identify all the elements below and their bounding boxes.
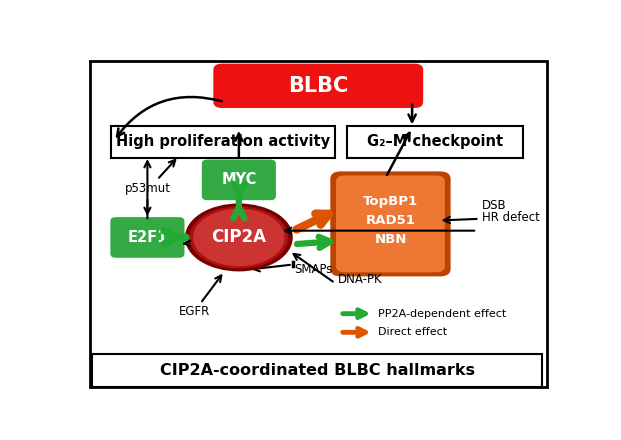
FancyBboxPatch shape (214, 64, 423, 108)
FancyBboxPatch shape (89, 61, 547, 386)
FancyBboxPatch shape (111, 126, 335, 158)
Text: EGFR: EGFR (179, 305, 210, 319)
Text: CIP2A-coordinated BLBC hallmarks: CIP2A-coordinated BLBC hallmarks (160, 363, 474, 378)
FancyArrowPatch shape (294, 254, 333, 282)
FancyBboxPatch shape (330, 172, 451, 276)
FancyBboxPatch shape (336, 176, 445, 272)
Text: TopBP1
RAD51
NBN: TopBP1 RAD51 NBN (363, 195, 418, 246)
Text: HR defect: HR defect (482, 211, 540, 224)
FancyArrowPatch shape (297, 237, 330, 248)
FancyArrowPatch shape (159, 160, 175, 178)
FancyArrowPatch shape (285, 227, 474, 234)
Text: PP2A-dependent effect: PP2A-dependent effect (378, 309, 507, 319)
FancyArrowPatch shape (164, 231, 185, 244)
FancyArrowPatch shape (184, 241, 190, 246)
Text: DNA-PK: DNA-PK (338, 273, 382, 286)
Text: High proliferation activity: High proliferation activity (116, 134, 330, 149)
FancyArrowPatch shape (117, 97, 222, 136)
FancyArrowPatch shape (144, 161, 150, 218)
Text: MYC: MYC (221, 172, 256, 187)
Text: CIP2A: CIP2A (211, 228, 266, 246)
Ellipse shape (189, 206, 288, 268)
FancyArrowPatch shape (235, 134, 242, 157)
FancyArrowPatch shape (233, 183, 245, 218)
FancyBboxPatch shape (202, 160, 276, 200)
FancyArrowPatch shape (409, 105, 415, 122)
Text: DSB: DSB (482, 199, 507, 212)
FancyArrowPatch shape (144, 200, 150, 214)
Text: p53mut: p53mut (124, 182, 170, 195)
Text: E2F1: E2F1 (127, 230, 168, 245)
FancyArrowPatch shape (296, 214, 329, 230)
Text: G₂–M checkpoint: G₂–M checkpoint (367, 134, 503, 149)
FancyArrowPatch shape (202, 275, 221, 301)
Text: BLBC: BLBC (288, 76, 348, 96)
FancyBboxPatch shape (111, 217, 184, 258)
FancyArrowPatch shape (443, 217, 477, 223)
FancyArrowPatch shape (387, 133, 409, 175)
FancyArrowPatch shape (343, 328, 365, 336)
Text: Direct effect: Direct effect (378, 327, 448, 337)
FancyBboxPatch shape (92, 354, 542, 386)
Ellipse shape (185, 203, 293, 271)
FancyBboxPatch shape (347, 126, 523, 158)
FancyArrowPatch shape (343, 310, 365, 318)
Text: SMAPs: SMAPs (294, 263, 333, 276)
Ellipse shape (193, 209, 284, 266)
